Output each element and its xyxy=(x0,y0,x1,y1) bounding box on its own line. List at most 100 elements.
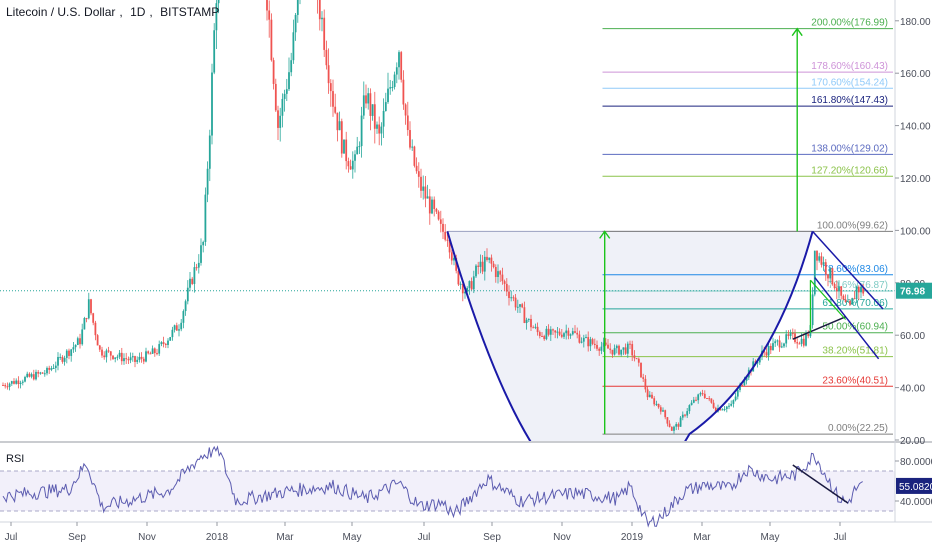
candle-body xyxy=(39,372,42,374)
candle-body xyxy=(200,245,202,263)
candle-body xyxy=(96,335,99,346)
candle-body xyxy=(171,329,174,338)
candle-body xyxy=(116,356,119,358)
candle-body xyxy=(57,356,59,366)
candle-body xyxy=(736,390,739,397)
candle-body xyxy=(8,383,11,387)
y-tick-label: 40.00 xyxy=(900,384,925,395)
candle-body xyxy=(79,338,81,345)
candle-body xyxy=(147,351,150,354)
cup-fill xyxy=(447,231,813,441)
y-tick-label: 100.00 xyxy=(900,226,931,237)
candle-body xyxy=(112,355,114,359)
candle-body xyxy=(824,262,827,275)
candle-body xyxy=(838,286,840,292)
breakout-line xyxy=(792,316,846,340)
candle-body xyxy=(831,268,834,284)
candle-body xyxy=(266,0,268,11)
candle-body xyxy=(325,49,328,66)
candle-body xyxy=(65,350,68,358)
candle-body xyxy=(131,356,134,358)
candle-body xyxy=(426,196,429,199)
candle-body xyxy=(512,297,515,299)
candle-body xyxy=(798,343,801,345)
candle-body xyxy=(567,330,570,336)
candle-body xyxy=(428,196,431,214)
candle-body xyxy=(547,328,550,335)
candle-body xyxy=(560,334,563,337)
candle-body xyxy=(327,65,330,84)
candle-body xyxy=(635,358,638,360)
candle-body xyxy=(378,124,381,134)
candle-body xyxy=(371,104,374,116)
candle-body xyxy=(536,326,539,333)
candle-body xyxy=(514,297,517,308)
candle-body xyxy=(655,403,658,405)
candle-body xyxy=(398,52,400,68)
candle-body xyxy=(85,318,88,320)
fib-label: 138.00%(129.02) xyxy=(811,143,888,154)
candle-body xyxy=(470,281,473,290)
fib-label: 170.60%(154.24) xyxy=(811,77,888,88)
candle-body xyxy=(294,14,297,33)
candle-body xyxy=(358,146,361,148)
candle-body xyxy=(404,104,407,116)
candle-body xyxy=(565,330,568,334)
candle-body xyxy=(574,331,576,333)
candle-body xyxy=(732,400,735,404)
candle-body xyxy=(217,0,220,4)
fib-label: 178.60%(160.43) xyxy=(811,61,888,72)
candle-body xyxy=(50,368,53,370)
candle-body xyxy=(74,344,77,348)
candle-body xyxy=(433,199,436,209)
interval-label[interactable]: 1D xyxy=(130,5,146,19)
candle-body xyxy=(389,87,392,89)
rsi-band xyxy=(0,471,895,511)
candle-body xyxy=(862,286,865,294)
candle-body xyxy=(464,291,466,294)
rsi-value-label: 55.0820 xyxy=(899,482,932,493)
time-axis[interactable]: Jul Sep Nov 2018 Mar May Jul Sep Nov 2019 Mar May Ju… xyxy=(5,522,847,543)
candle-body xyxy=(354,154,356,161)
candle-body xyxy=(422,186,425,191)
candle-body xyxy=(208,135,211,169)
candle-body xyxy=(615,345,618,349)
candle-body xyxy=(723,409,726,411)
candle-body xyxy=(409,130,411,148)
fib-label: 78.60%(83.06) xyxy=(822,264,888,275)
candle-body xyxy=(631,344,634,356)
candle-body xyxy=(846,300,849,302)
candle-body xyxy=(774,341,777,344)
candle-body xyxy=(103,355,106,358)
candle-body xyxy=(448,239,451,253)
symbol-name[interactable]: Litecoin / U.S. Dollar xyxy=(6,5,116,19)
candle-body xyxy=(213,30,216,73)
candle-body xyxy=(695,399,697,401)
x-tick-label: 2019 xyxy=(621,532,644,543)
candle-body xyxy=(406,115,409,131)
candle-body xyxy=(494,267,497,278)
candle-body xyxy=(211,72,213,136)
candle-body xyxy=(596,344,598,349)
candle-body xyxy=(35,371,37,380)
candle-body xyxy=(279,115,282,128)
candle-body xyxy=(61,356,64,362)
candle-body xyxy=(323,17,326,50)
candle-body xyxy=(101,349,103,356)
candle-body xyxy=(591,339,594,344)
candle-body xyxy=(204,194,207,242)
candle-body xyxy=(356,146,359,155)
candle-body xyxy=(329,83,332,92)
y-tick-label: 120.00 xyxy=(900,174,931,185)
candle-body xyxy=(714,407,717,412)
candle-body xyxy=(387,88,389,103)
pattern-drawings xyxy=(446,27,884,441)
candle-body xyxy=(270,19,273,61)
candle-body xyxy=(690,402,693,406)
candle-body xyxy=(162,342,165,344)
candle-body xyxy=(180,322,183,330)
candle-body xyxy=(70,349,73,356)
flag-pole-diagonal xyxy=(809,279,847,320)
candle-body xyxy=(712,402,715,408)
